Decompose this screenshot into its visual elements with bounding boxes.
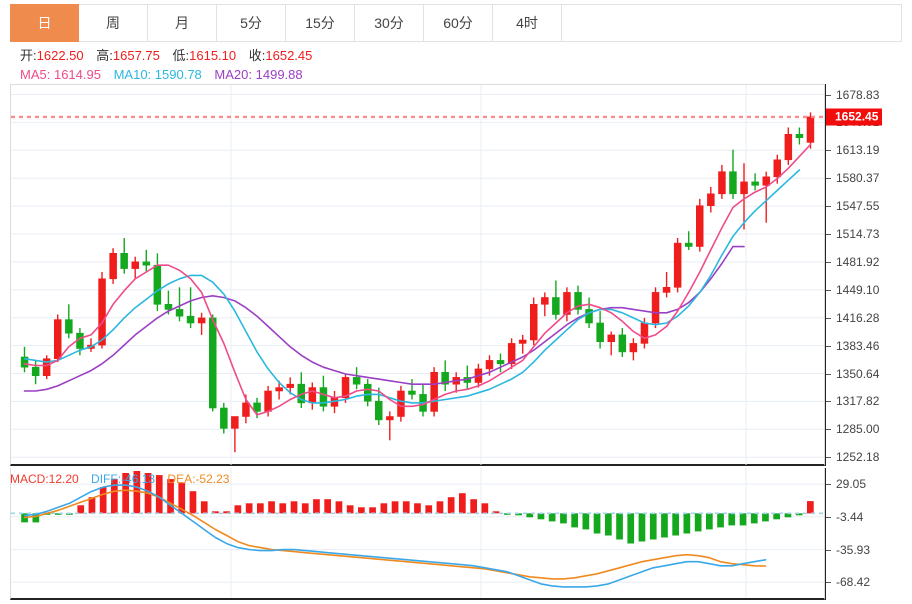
ma5-value: 1614.95 bbox=[53, 67, 101, 82]
price-axis-label: 1547.55 bbox=[836, 199, 880, 214]
ohlc-row: 开:1622.50 高:1657.75 低:1615.10 收:1652.45 bbox=[10, 46, 825, 65]
price-axis-tick bbox=[826, 317, 831, 319]
price-axis-label: 1285.00 bbox=[836, 422, 880, 437]
tab-4[interactable]: 15分 bbox=[286, 4, 355, 42]
dea-value: -52.23 bbox=[195, 472, 230, 486]
quote-info: 开:1622.50 高:1657.75 低:1615.10 收:1652.45 … bbox=[10, 46, 825, 84]
price-axis-label: 1514.73 bbox=[836, 227, 880, 241]
price-axis-label: 1317.82 bbox=[836, 394, 880, 409]
price-axis-label: 1481.92 bbox=[836, 254, 880, 269]
dea-label: DEA: bbox=[167, 472, 196, 486]
price-axis-tick bbox=[826, 345, 831, 347]
low-value: 1615.10 bbox=[189, 48, 237, 63]
macd-axis-tick bbox=[826, 549, 831, 551]
close-value: 1652.45 bbox=[265, 48, 313, 63]
price-axis: 1678.831646.011613.191580.371547.551514.… bbox=[825, 84, 902, 466]
diff-label: DIFF: bbox=[91, 472, 122, 486]
high-label: 高: bbox=[96, 48, 113, 63]
price-chart-panel[interactable] bbox=[10, 84, 825, 466]
current-price-badge: 1652.45 bbox=[826, 108, 883, 126]
open-value: 1622.50 bbox=[36, 48, 84, 63]
tab-label: 60分 bbox=[443, 15, 473, 31]
macd-axis-label: -68.42 bbox=[836, 575, 871, 590]
price-axis-label: 1449.10 bbox=[836, 282, 880, 297]
tab-5[interactable]: 30分 bbox=[355, 4, 424, 42]
open-label: 开: bbox=[20, 48, 37, 63]
high-value: 1657.75 bbox=[112, 48, 160, 63]
macd-value: 12.20 bbox=[48, 472, 79, 486]
price-axis-tick bbox=[826, 401, 831, 403]
macd-axis: 29.05 -3.44 -35.93 -68.42 bbox=[825, 468, 902, 600]
ma10-value: 1590.78 bbox=[154, 67, 202, 82]
macd-legend: MACD:12.20 DIFF:-46.13 DEA:-52.23 bbox=[10, 470, 229, 488]
tab-label: 30分 bbox=[374, 15, 404, 31]
tab-label: 月 bbox=[175, 15, 189, 31]
ma20-value: 1499.88 bbox=[255, 67, 303, 82]
price-axis-tick bbox=[826, 178, 831, 180]
price-axis-tick bbox=[826, 373, 831, 375]
price-axis-label: 1252.18 bbox=[836, 450, 880, 465]
price-axis-tick bbox=[826, 261, 831, 263]
tab-3[interactable]: 5分 bbox=[217, 4, 286, 42]
price-axis-label: 1350.64 bbox=[836, 366, 880, 381]
price-axis-tick bbox=[826, 429, 831, 431]
price-axis-tick bbox=[826, 234, 831, 235]
macd-label: MACD: bbox=[10, 472, 49, 486]
macd-axis-label: -35.93 bbox=[836, 542, 871, 557]
tab-1[interactable]: 周 bbox=[79, 4, 148, 42]
price-axis-label: 1416.28 bbox=[836, 310, 880, 325]
price-axis-tick bbox=[826, 206, 831, 208]
price-axis-tick bbox=[826, 150, 831, 152]
price-axis-tick bbox=[826, 457, 831, 459]
ma-row: MA5: 1614.95 MA10: 1590.78 MA20: 1499.88 bbox=[10, 65, 825, 84]
tab-label: 15分 bbox=[305, 15, 335, 31]
macd-chart-panel[interactable] bbox=[10, 468, 825, 600]
tab-label: 周 bbox=[106, 15, 120, 31]
price-axis-tick bbox=[826, 94, 831, 96]
macd-axis-tick bbox=[826, 516, 831, 518]
price-axis-label: 1580.37 bbox=[836, 171, 880, 186]
tabbar-filler bbox=[562, 4, 902, 42]
tab-label: 4时 bbox=[516, 15, 538, 31]
price-axis-label: 1678.83 bbox=[836, 87, 880, 102]
ma5-label: MA5: bbox=[20, 67, 51, 82]
tab-0[interactable]: 日 bbox=[10, 4, 79, 42]
tab-6[interactable]: 60分 bbox=[424, 4, 493, 42]
macd-axis-label: -3.44 bbox=[836, 509, 864, 524]
ma10-label: MA10: bbox=[113, 67, 152, 82]
tab-2[interactable]: 月 bbox=[148, 4, 217, 42]
tab-label: 日 bbox=[37, 15, 52, 31]
price-axis-tick bbox=[826, 289, 831, 291]
timeframe-tabbar: 日 周 月 5分 15分 30分 60分 4时 bbox=[10, 4, 902, 42]
price-axis-label: 1383.46 bbox=[836, 338, 880, 353]
tab-7[interactable]: 4时 bbox=[493, 4, 562, 42]
low-label: 低: bbox=[172, 48, 190, 63]
ma20-label: MA20: bbox=[214, 67, 252, 82]
close-label: 收: bbox=[248, 48, 266, 63]
diff-value: -46.13 bbox=[121, 472, 156, 486]
price-axis-label: 1613.19 bbox=[836, 143, 880, 158]
tab-label: 5分 bbox=[240, 15, 262, 31]
macd-axis-tick bbox=[826, 582, 831, 584]
macd-axis-label: 29.05 bbox=[836, 477, 867, 492]
macd-axis-tick bbox=[826, 484, 831, 486]
